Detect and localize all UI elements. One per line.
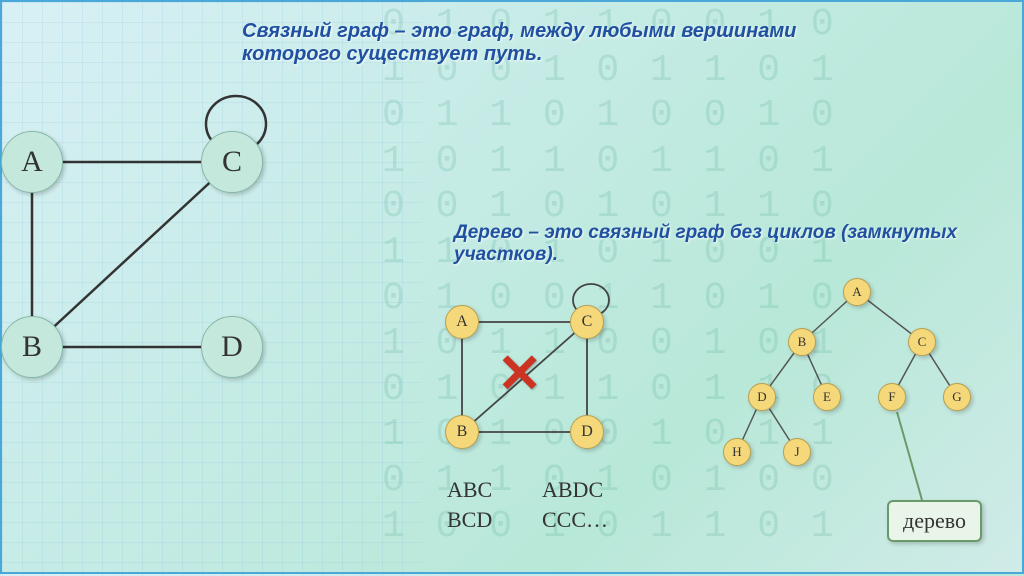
graph2-node-B: B	[445, 415, 479, 449]
title-connected-graph: Связный граф – это граф, между любыми ве…	[242, 20, 802, 66]
background-grid	[2, 2, 422, 576]
cycle-text: CCC…	[542, 507, 608, 533]
tree-node-D: D	[748, 383, 776, 411]
graph1-node-D: D	[201, 316, 263, 378]
graph2-node-C: C	[570, 305, 604, 339]
graph1-node-B: B	[1, 316, 63, 378]
tree-node-H: H	[723, 438, 751, 466]
graph2-node-A: A	[445, 305, 479, 339]
graph1-node-A: A	[1, 131, 63, 193]
tree-node-G: G	[943, 383, 971, 411]
tree-node-J: J	[783, 438, 811, 466]
graph2-node-D: D	[570, 415, 604, 449]
tree-node-F: F	[878, 383, 906, 411]
tree-node-A: A	[843, 278, 871, 306]
tree-node-B: B	[788, 328, 816, 356]
graph1-node-C: C	[201, 131, 263, 193]
x-mark: ✕	[497, 342, 542, 405]
cycle-text: BCD	[447, 507, 492, 533]
title-tree: Дерево – это связный граф без циклов (за…	[454, 222, 994, 266]
tree-node-C: C	[908, 328, 936, 356]
tree-label-box: дерево	[887, 500, 982, 542]
cycle-text: ABDC	[542, 477, 603, 503]
cycle-text: ABC	[447, 477, 492, 503]
tree-node-E: E	[813, 383, 841, 411]
